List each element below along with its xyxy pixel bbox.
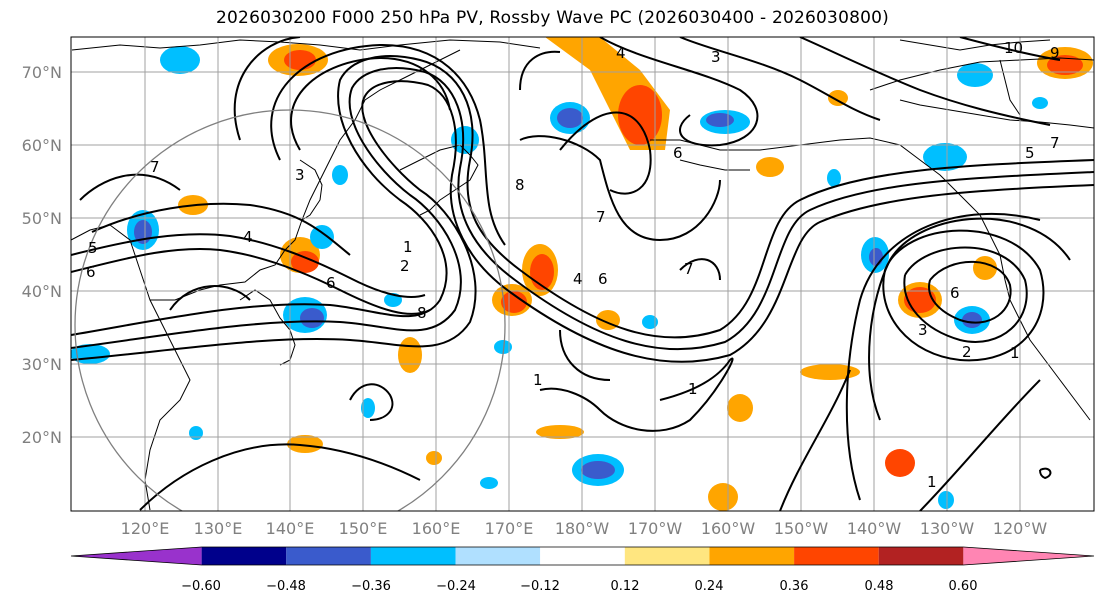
contour-label: 5	[1025, 144, 1035, 162]
lon-label: 140°W	[847, 519, 902, 538]
colorbar	[70, 546, 1095, 566]
lon-label: 130°W	[920, 519, 975, 538]
contour-label: 7	[150, 158, 160, 176]
lon-label: 160°E	[412, 519, 461, 538]
lon-label: 120°W	[993, 519, 1048, 538]
colorbar-ticks: −0.60 −0.48 −0.36 −0.24 −0.12 0.12 0.24 …	[181, 579, 977, 594]
contour-label: 8	[515, 176, 525, 194]
colorbar-segment	[455, 547, 541, 565]
contour-label: 10	[1004, 39, 1023, 57]
contour-label: 4	[616, 44, 626, 62]
contour-label: 3	[711, 48, 721, 66]
colorbar-outline	[70, 546, 1095, 566]
colorbar-extend-max	[963, 547, 1094, 565]
colorbar-tick-label: −0.36	[351, 579, 391, 594]
lat-label-60: 60°N	[22, 136, 62, 155]
contour-label: 1	[533, 371, 543, 389]
contour-label: 3	[918, 321, 928, 339]
contour-label: 1	[1010, 344, 1020, 362]
lat-label-50: 50°N	[22, 209, 62, 228]
contour-labels: 7 5 6 4 1 2 3 6 8 1 4 6 7 4 6 7 3 1 8 10…	[86, 39, 1060, 491]
colorbar-tick-label: 0.60	[949, 579, 978, 594]
colorbar-segment	[370, 547, 456, 565]
colorbar-segment	[878, 547, 964, 565]
lon-label: 140°E	[266, 519, 315, 538]
colorbar-tick-label: 0.36	[780, 579, 809, 594]
lon-label: 120°E	[121, 519, 170, 538]
contour-label: 5	[88, 239, 98, 257]
lon-label: 170°E	[485, 519, 534, 538]
contour-label: 2	[400, 257, 410, 275]
pv-contours	[71, 37, 1094, 511]
longitude-axis: 120°E 130°E 140°E 150°E 160°E 170°E 180°…	[121, 519, 1048, 538]
colorbar-tick-label: 0.48	[865, 579, 894, 594]
lon-label: 180°W	[555, 519, 610, 538]
map-frame	[70, 36, 1095, 512]
contour-label: 6	[598, 270, 608, 288]
lon-label: 170°W	[628, 519, 683, 538]
contour-label: 2	[962, 343, 972, 361]
colorbar-segment	[709, 547, 795, 565]
colorbar-segment	[624, 547, 710, 565]
lon-label: 150°E	[339, 519, 388, 538]
lon-label: 160°W	[701, 519, 756, 538]
map-title: 2026030200 F000 250 hPa PV, Rossby Wave …	[216, 8, 889, 28]
contour-label: 9	[1050, 44, 1060, 62]
contour-label: 6	[86, 263, 96, 281]
colorbar-segment	[540, 547, 625, 565]
colorbar-tick-label: 0.24	[695, 579, 724, 594]
lon-label: 130°E	[194, 519, 243, 538]
contour-label: 6	[326, 274, 336, 292]
contour-label: 8	[417, 304, 427, 322]
colorbar-tick-label: −0.12	[520, 579, 560, 594]
colorbar-tick-label: −0.24	[436, 579, 476, 594]
colorbar-segment	[794, 547, 879, 565]
lat-label-30: 30°N	[22, 355, 62, 374]
colorbar-extend-min	[71, 547, 202, 565]
colorbar-tick-label: −0.60	[181, 579, 221, 594]
contour-label: 3	[295, 166, 305, 184]
contour-label: 1	[927, 473, 937, 491]
contour-label: 1	[403, 238, 413, 256]
colorbar-segment	[286, 547, 371, 565]
colorbar-tick-label: 0.12	[611, 579, 640, 594]
lon-label: 150°W	[774, 519, 829, 538]
contour-label: 4	[243, 228, 253, 246]
contour-label: 7	[1050, 134, 1060, 152]
contour-label: 6	[673, 144, 683, 162]
contour-label: 1	[688, 380, 698, 398]
latitude-axis: 70°N 60°N 50°N 40°N 30°N 20°N	[22, 63, 62, 447]
reference-circle	[74, 109, 506, 511]
contour-label: 7	[684, 260, 694, 278]
contour-label: 4	[573, 270, 583, 288]
lat-label-70: 70°N	[22, 63, 62, 82]
gridlines	[71, 37, 1094, 511]
contour-label: 7	[596, 208, 606, 226]
lat-label-20: 20°N	[22, 428, 62, 447]
contour-label: 6	[950, 284, 960, 302]
lat-label-40: 40°N	[22, 282, 62, 301]
colorbar-segment	[201, 547, 287, 565]
colorbar-tick-label: −0.48	[266, 579, 306, 594]
